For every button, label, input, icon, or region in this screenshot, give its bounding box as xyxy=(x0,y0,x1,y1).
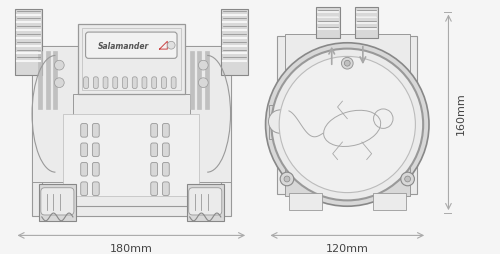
Circle shape xyxy=(54,61,64,71)
Text: Salamander: Salamander xyxy=(98,42,149,51)
FancyBboxPatch shape xyxy=(103,77,108,89)
Circle shape xyxy=(268,110,292,134)
FancyBboxPatch shape xyxy=(84,77,88,89)
FancyBboxPatch shape xyxy=(92,182,99,196)
Circle shape xyxy=(266,44,429,207)
Text: 180mm: 180mm xyxy=(110,243,152,253)
FancyBboxPatch shape xyxy=(151,182,158,196)
Circle shape xyxy=(284,176,290,182)
Circle shape xyxy=(344,61,350,67)
FancyBboxPatch shape xyxy=(80,124,87,138)
Bar xyxy=(277,37,418,194)
Bar xyxy=(39,184,76,221)
Circle shape xyxy=(342,58,353,70)
Bar xyxy=(82,29,181,91)
Bar xyxy=(78,25,185,95)
Bar xyxy=(32,46,79,182)
Circle shape xyxy=(279,57,415,193)
Bar xyxy=(46,51,50,109)
FancyBboxPatch shape xyxy=(151,124,158,138)
FancyBboxPatch shape xyxy=(162,163,170,176)
Bar xyxy=(205,51,209,109)
Bar xyxy=(190,51,194,109)
Bar xyxy=(14,10,42,76)
Bar xyxy=(289,193,322,210)
FancyBboxPatch shape xyxy=(122,77,128,89)
Circle shape xyxy=(404,176,410,182)
Bar xyxy=(285,35,410,78)
Circle shape xyxy=(280,172,294,186)
Bar xyxy=(42,95,221,207)
Circle shape xyxy=(272,50,423,201)
Bar xyxy=(270,106,291,139)
Circle shape xyxy=(401,172,414,186)
FancyBboxPatch shape xyxy=(41,188,74,215)
FancyBboxPatch shape xyxy=(188,188,222,215)
Text: 120mm: 120mm xyxy=(326,243,368,253)
FancyBboxPatch shape xyxy=(113,77,117,89)
Circle shape xyxy=(198,78,208,88)
FancyBboxPatch shape xyxy=(94,77,98,89)
Bar xyxy=(316,8,340,39)
FancyBboxPatch shape xyxy=(92,163,99,176)
FancyBboxPatch shape xyxy=(132,77,137,89)
Text: 160mm: 160mm xyxy=(456,92,466,134)
FancyBboxPatch shape xyxy=(171,77,176,89)
FancyBboxPatch shape xyxy=(152,77,156,89)
Bar xyxy=(355,8,378,39)
Bar xyxy=(184,46,230,182)
FancyBboxPatch shape xyxy=(151,163,158,176)
Circle shape xyxy=(168,42,175,50)
FancyBboxPatch shape xyxy=(92,124,99,138)
FancyBboxPatch shape xyxy=(86,33,177,59)
Bar xyxy=(187,184,224,221)
Bar xyxy=(198,51,202,109)
FancyBboxPatch shape xyxy=(162,124,170,138)
Bar xyxy=(285,168,326,197)
FancyBboxPatch shape xyxy=(142,77,147,89)
Bar xyxy=(54,51,58,109)
FancyBboxPatch shape xyxy=(80,144,87,157)
Bar xyxy=(372,193,406,210)
Bar xyxy=(63,114,200,197)
FancyBboxPatch shape xyxy=(162,144,170,157)
FancyBboxPatch shape xyxy=(162,182,170,196)
FancyBboxPatch shape xyxy=(151,144,158,157)
Bar xyxy=(32,46,230,216)
Circle shape xyxy=(54,78,64,88)
FancyBboxPatch shape xyxy=(162,77,166,89)
Circle shape xyxy=(198,61,208,71)
FancyBboxPatch shape xyxy=(80,163,87,176)
Bar xyxy=(38,51,42,109)
FancyBboxPatch shape xyxy=(80,182,87,196)
Bar xyxy=(221,10,248,76)
Bar xyxy=(368,168,410,197)
Bar xyxy=(73,95,190,192)
FancyBboxPatch shape xyxy=(92,144,99,157)
